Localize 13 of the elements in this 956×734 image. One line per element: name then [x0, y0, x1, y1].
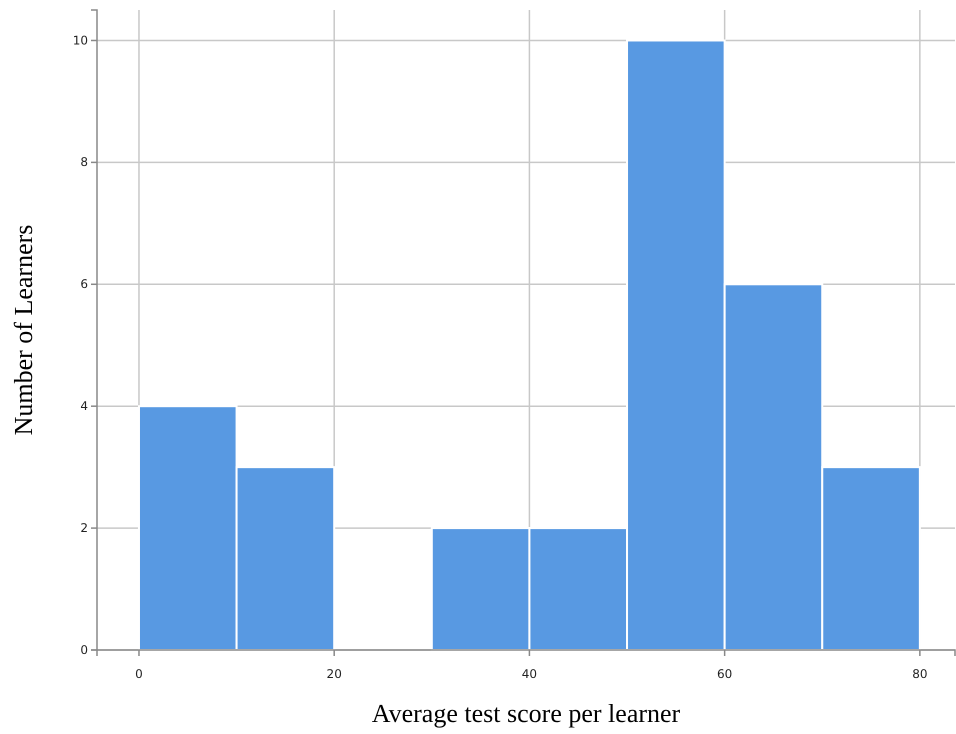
y-tick-label: 0	[80, 642, 88, 657]
y-tick-label: 2	[80, 520, 88, 535]
y-tick-label: 6	[80, 277, 88, 292]
x-tick-label: 40	[522, 667, 538, 682]
y-tick-label: 4	[80, 399, 88, 414]
x-tick-label: 80	[912, 667, 928, 682]
x-axis-title: Average test score per learner	[372, 699, 681, 728]
x-tick-label: 0	[135, 667, 143, 682]
x-tick-label: 20	[326, 667, 342, 682]
y-tick-label: 10	[72, 33, 88, 48]
y-axis-title: Number of Learners	[9, 224, 38, 436]
x-tick-label: 60	[717, 667, 732, 682]
y-tick-label: 8	[80, 155, 88, 170]
